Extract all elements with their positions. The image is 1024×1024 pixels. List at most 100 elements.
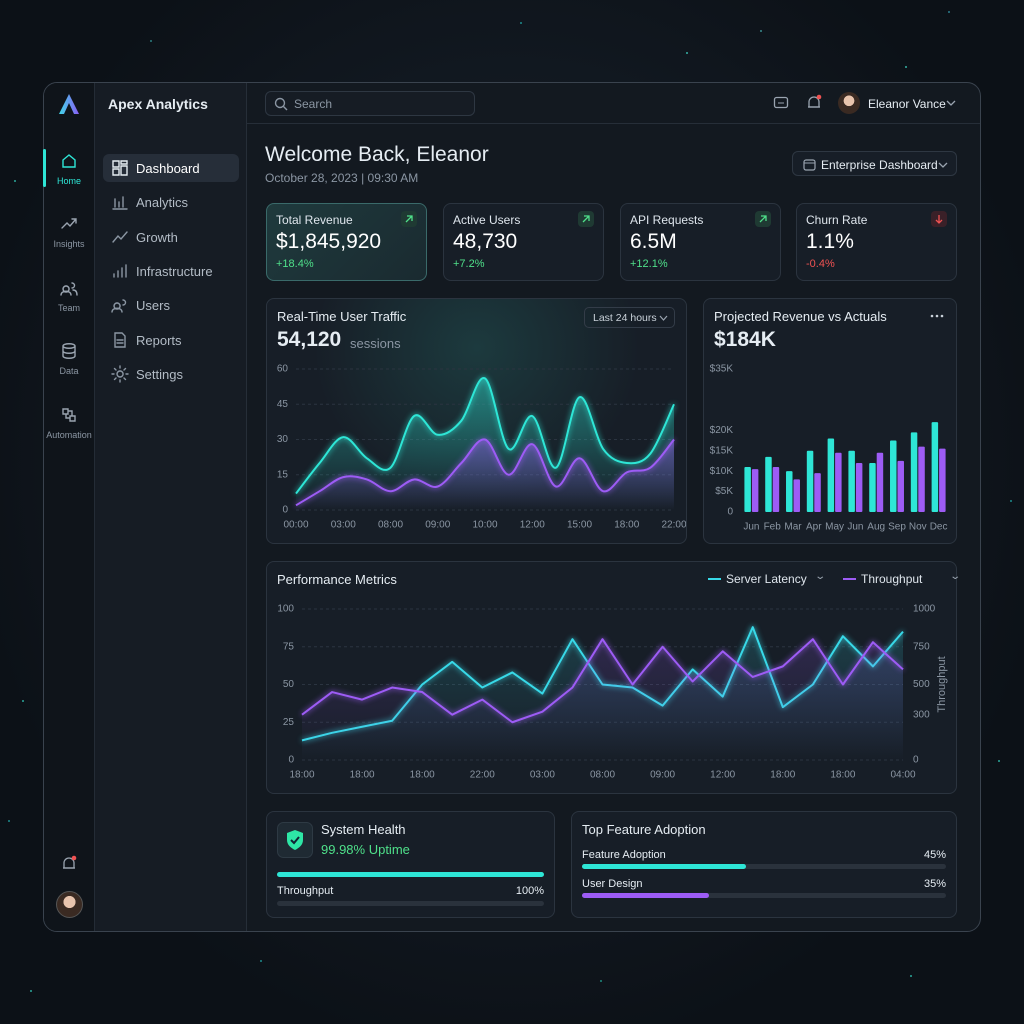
- dashboard-select[interactable]: Enterprise Dashboard: [792, 151, 957, 176]
- rail-icon: [61, 218, 77, 229]
- tick-label: $15K: [710, 445, 734, 456]
- x-tick-label: 08:00: [378, 520, 403, 531]
- nav-icon: [112, 160, 128, 176]
- rail-label[interactable]: Insights: [53, 239, 85, 249]
- x-tick-label: 18:00: [289, 770, 314, 781]
- icon-shape: [112, 230, 128, 243]
- tick-label: 500: [913, 679, 930, 690]
- x-tick-label: 09:00: [650, 770, 675, 781]
- kpi-value: 1.1%: [806, 230, 854, 253]
- logo: [59, 94, 79, 114]
- bar: [897, 460, 904, 512]
- rail-label[interactable]: Automation: [46, 429, 92, 440]
- more-menu[interactable]: [930, 313, 944, 319]
- kpi-label: API Requests: [630, 213, 704, 227]
- bar: [869, 462, 876, 512]
- x-tick-label: 03:00: [331, 520, 356, 531]
- nav-item[interactable]: Growth: [136, 229, 178, 245]
- kpi-label: Churn Rate: [806, 213, 868, 227]
- tick-label: 1000: [913, 604, 936, 615]
- bell-icon[interactable]: [805, 94, 823, 112]
- nav-item[interactable]: Dashboard: [136, 161, 200, 176]
- nav-item[interactable]: Analytics: [136, 195, 189, 211]
- tick-label: 75: [283, 641, 295, 652]
- kpi-label: Total Revenue: [276, 213, 353, 227]
- x-tick-label: Feb: [764, 522, 782, 533]
- trend-badge: [931, 211, 947, 227]
- item-bar: [582, 864, 746, 869]
- notifications-icon[interactable]: [60, 855, 78, 873]
- nav-icon: [112, 196, 128, 210]
- revenue-total: $184K: [714, 328, 776, 351]
- bar: [848, 450, 855, 512]
- nav-item[interactable]: Reports: [136, 332, 182, 348]
- x-tick-label: 18:00: [830, 770, 855, 781]
- kpi-change: +18.4%: [276, 258, 314, 270]
- legend: Server Latency ⌄ Throughput ⌄: [708, 571, 961, 588]
- monitor-icon[interactable]: [773, 95, 789, 111]
- x-tick-label: 18:00: [350, 770, 375, 781]
- x-tick-label: Jun: [743, 522, 759, 533]
- tick-label: 50: [283, 679, 295, 690]
- rail-label[interactable]: Data: [59, 366, 79, 376]
- kpi-change: +7.2%: [453, 258, 485, 270]
- meter-value: 100%: [515, 885, 544, 897]
- rail-label[interactable]: Team: [57, 302, 80, 313]
- profile-avatar[interactable]: [56, 891, 83, 918]
- search-box[interactable]: Search: [265, 91, 475, 116]
- welcome-title: Welcome Back, Eleanor: [265, 143, 489, 166]
- background-stars: [0, 0, 2, 2]
- x-tick-label: 18:00: [410, 770, 435, 781]
- x-tick-label: Aug: [867, 522, 885, 533]
- bar: [751, 469, 759, 512]
- tick-label: 60: [277, 364, 289, 375]
- legend-swatch: [843, 578, 856, 580]
- bar: [855, 462, 863, 512]
- tick-label: 30: [277, 434, 289, 445]
- nav-item[interactable]: Infrastructure: [136, 263, 213, 279]
- card-title: System Health: [321, 822, 406, 837]
- user-name[interactable]: Eleanor Vance: [868, 97, 946, 111]
- nav-icon: [111, 299, 127, 313]
- legend-label[interactable]: Server Latency: [726, 572, 807, 586]
- x-tick-label: May: [825, 522, 844, 533]
- nav-item[interactable]: Settings: [136, 366, 183, 382]
- nav-item[interactable]: Users: [136, 298, 170, 314]
- bar: [835, 452, 842, 512]
- icon-shape: [111, 365, 129, 383]
- area: [296, 439, 674, 510]
- nav-active[interactable]: [103, 154, 239, 182]
- dashboard-select-label: Enterprise Dashboard: [821, 158, 938, 172]
- traffic-chart: 0 15 30 45 60 00:00 03:00 08:00 09:00 10:00 12:00 1…: [277, 364, 686, 531]
- range-select[interactable]: Last 24 hours: [584, 307, 675, 328]
- bar: [744, 467, 751, 512]
- x-tick-label: 12:00: [710, 770, 735, 781]
- trend-arrow: [759, 215, 767, 223]
- item-value: 35%: [923, 878, 946, 890]
- x-tick-label: Jun: [847, 522, 863, 533]
- item-track: [582, 893, 946, 898]
- bar: [806, 450, 814, 512]
- x-tick-label: 09:00: [425, 520, 450, 531]
- x-tick-label: 10:00: [472, 520, 497, 531]
- trend-arrow: [935, 215, 943, 224]
- rail-label[interactable]: Home: [56, 176, 81, 186]
- x-tick-label: 03:00: [530, 770, 555, 781]
- kpi-change: +12.1%: [630, 258, 668, 270]
- card-title: Top Feature Adoption: [582, 822, 706, 837]
- kpi-value: 48,730: [453, 230, 518, 253]
- arrow: [935, 215, 943, 224]
- top-bar: [247, 83, 980, 124]
- icon-shape: [62, 343, 76, 359]
- x-tick-label: Apr: [806, 522, 822, 533]
- trend-arrow: [405, 215, 413, 223]
- user-avatar[interactable]: [838, 92, 860, 114]
- x-tick-label: 22:00: [470, 770, 495, 781]
- bar: [931, 422, 939, 512]
- icon-shape: [113, 264, 127, 278]
- sidebar: [95, 83, 247, 931]
- welcome-date: October 28, 2023 | 09:30 AM: [265, 171, 419, 185]
- legend-label[interactable]: Throughput: [861, 572, 923, 586]
